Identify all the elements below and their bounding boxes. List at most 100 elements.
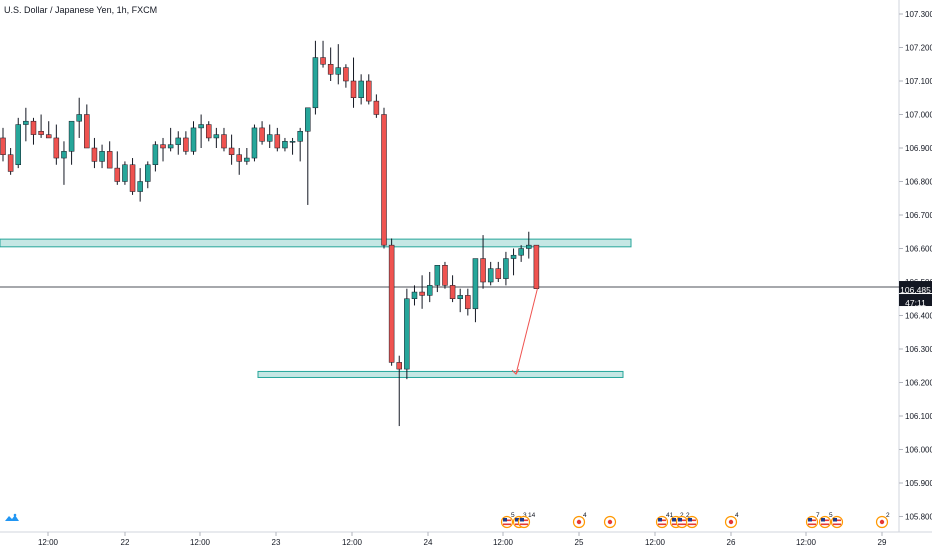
x-tick-label: 12:00 xyxy=(38,538,59,547)
candle-body xyxy=(526,244,532,249)
support-zone xyxy=(257,370,624,378)
candle-body xyxy=(30,120,37,135)
event-count-label: 4 xyxy=(583,512,587,519)
economic-event-dot-icon[interactable]: 4 xyxy=(724,512,740,529)
candle-body xyxy=(510,254,517,259)
candle-body xyxy=(487,268,494,283)
candle-body xyxy=(167,144,174,149)
candle-body xyxy=(145,164,151,182)
candle-body xyxy=(388,244,395,363)
candle-body xyxy=(343,67,349,82)
projection-arrow xyxy=(515,288,538,375)
tradingview-logo-icon[interactable] xyxy=(4,512,20,524)
candle-body xyxy=(213,134,220,139)
candle-body xyxy=(23,120,29,125)
y-tick-label: 106.100 xyxy=(905,412,932,421)
candle-body xyxy=(205,124,212,139)
economic-event-us-flag-icon[interactable]: 5 xyxy=(818,512,834,529)
candle-body xyxy=(274,134,281,149)
candle-body xyxy=(411,291,418,299)
event-count-label: 2 xyxy=(886,512,890,519)
bar-countdown-label: 47:11 xyxy=(905,298,926,308)
x-tick-label: 12:00 xyxy=(493,538,514,547)
candle-body xyxy=(472,258,479,310)
candle-body xyxy=(137,181,143,192)
candle-body xyxy=(244,157,250,162)
candle-body xyxy=(236,154,242,162)
event-count-label: 4 xyxy=(735,512,739,519)
candle-body xyxy=(335,67,342,75)
y-tick-label: 106.000 xyxy=(905,446,932,455)
candle-body xyxy=(7,154,14,172)
candle-body xyxy=(183,137,189,152)
candle-body xyxy=(305,107,311,132)
economic-event-us-flag-icon[interactable]: 2 xyxy=(675,512,691,529)
event-count-label: 14 xyxy=(528,512,536,519)
candle-body xyxy=(282,141,288,149)
candle-body xyxy=(518,248,524,256)
economic-event-us-flag-icon[interactable]: 41 xyxy=(655,512,674,529)
economic-event-us-flag-icon[interactable] xyxy=(685,515,699,529)
y-tick-label: 107.000 xyxy=(905,111,932,120)
candle-body xyxy=(426,285,433,296)
x-tick-label: 12:00 xyxy=(796,538,817,547)
y-tick-label: 106.800 xyxy=(905,178,932,187)
x-tick-label: 23 xyxy=(272,538,281,547)
event-count-label: 3 xyxy=(523,512,527,519)
economic-event-dot-icon[interactable] xyxy=(603,515,617,529)
economic-event-dot-icon[interactable]: 2 xyxy=(875,512,891,529)
economic-event-us-flag-icon[interactable]: 7 xyxy=(805,512,821,529)
candle-body xyxy=(320,57,326,65)
candle-body xyxy=(228,147,235,155)
symbol-title: U.S. Dollar / Japanese Yen, 1h, FXCM xyxy=(4,5,158,15)
candle-body xyxy=(297,131,303,142)
candle-body xyxy=(99,151,105,162)
candle-body xyxy=(495,268,502,279)
y-tick-label: 106.900 xyxy=(905,144,932,153)
countdown-badge xyxy=(899,294,932,307)
x-tick-label: 12:00 xyxy=(645,538,666,547)
y-tick-label: 106.400 xyxy=(905,312,932,321)
candle-body xyxy=(449,285,456,300)
x-tick-label: 12:00 xyxy=(190,538,211,547)
y-tick-label: 106.700 xyxy=(905,211,932,220)
economic-event-us-flag-icon[interactable]: 5 xyxy=(500,512,516,529)
y-tick-label: 107.100 xyxy=(905,77,932,86)
economic-event-us-flag-icon[interactable] xyxy=(830,515,844,529)
y-tick-label: 106.200 xyxy=(905,379,932,388)
candle-body xyxy=(122,164,128,182)
candle-body xyxy=(175,137,182,145)
event-count-label: 5 xyxy=(829,512,833,519)
candle-body xyxy=(251,127,258,159)
x-tick-label: 22 xyxy=(121,538,130,547)
candle-body xyxy=(381,114,387,246)
candle-body xyxy=(434,265,441,286)
candle-body xyxy=(533,244,540,289)
candle-body xyxy=(106,151,113,169)
candle-body xyxy=(91,147,98,162)
candle-body xyxy=(419,291,425,296)
projection-arrow-head xyxy=(511,368,520,375)
candle-body xyxy=(190,127,197,152)
last-price-badge xyxy=(899,281,932,294)
candle-body xyxy=(259,127,265,142)
candle-body xyxy=(404,298,410,370)
y-tick-label: 105.800 xyxy=(905,513,932,522)
resistance-zone xyxy=(0,238,632,248)
candle-body xyxy=(366,80,372,102)
economic-event-us-flag-icon[interactable]: 14 xyxy=(517,512,536,529)
event-count-label: 5 xyxy=(511,512,515,519)
candle-body xyxy=(38,131,44,135)
x-tick-label: 25 xyxy=(575,538,584,547)
candle-body xyxy=(198,124,204,129)
economic-event-dot-icon[interactable]: 4 xyxy=(572,512,588,529)
candle-body xyxy=(442,265,448,286)
candle-body xyxy=(327,64,334,75)
candle-body xyxy=(221,134,227,149)
candle-body xyxy=(465,295,471,310)
last-price-label: 106.485 xyxy=(900,285,931,295)
x-tick-label: 29 xyxy=(878,538,887,547)
candle-body xyxy=(312,57,319,109)
event-count-label: 2 xyxy=(686,512,690,519)
